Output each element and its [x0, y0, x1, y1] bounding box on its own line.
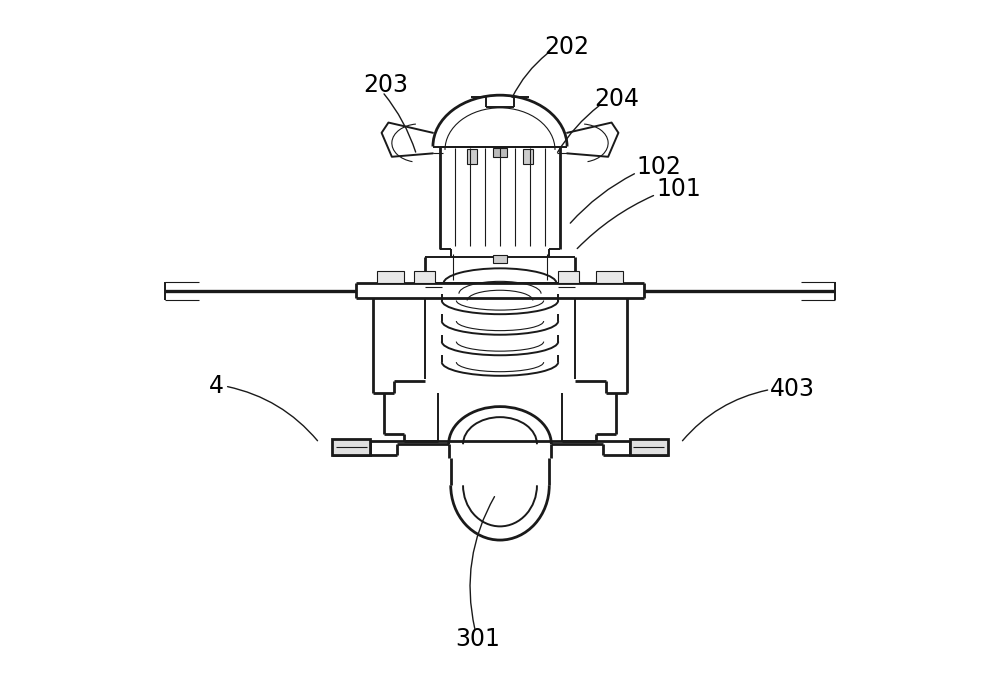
- Text: 4: 4: [209, 374, 224, 398]
- Bar: [493, 148, 507, 157]
- Text: 203: 203: [363, 73, 408, 97]
- Bar: [332, 440, 370, 455]
- Bar: [558, 271, 579, 284]
- Text: 102: 102: [637, 155, 682, 179]
- Bar: [493, 255, 507, 263]
- Text: 204: 204: [594, 87, 639, 110]
- Text: 202: 202: [544, 35, 589, 59]
- Bar: [630, 440, 668, 455]
- Text: 403: 403: [770, 377, 815, 402]
- Bar: [523, 148, 533, 164]
- Bar: [596, 271, 623, 284]
- Bar: [414, 271, 435, 284]
- Text: 101: 101: [656, 177, 701, 201]
- Bar: [467, 148, 477, 164]
- Bar: [377, 271, 404, 284]
- Text: 301: 301: [456, 627, 500, 651]
